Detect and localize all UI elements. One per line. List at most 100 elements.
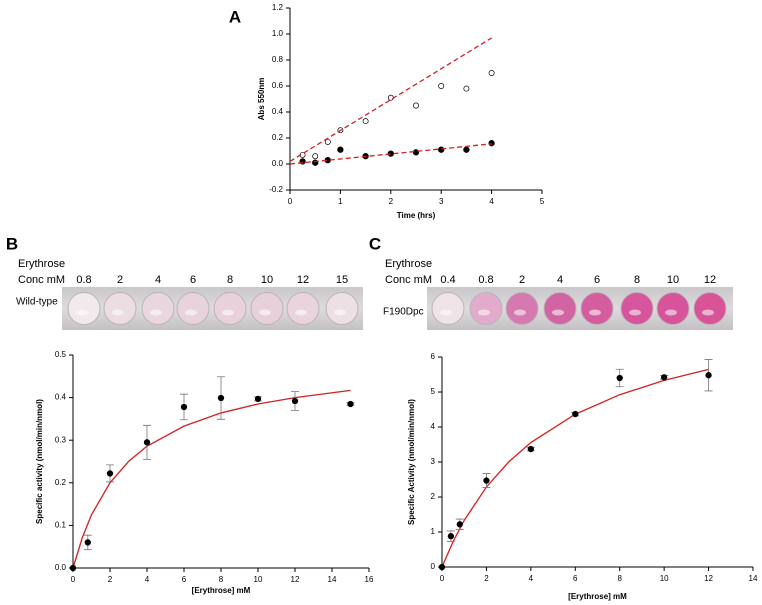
x-tick-label: 4 <box>145 575 150 584</box>
y-tick-label: 0.2 <box>272 133 284 142</box>
x-axis-label: [Erythrose] mM <box>192 586 251 595</box>
well <box>286 292 320 325</box>
x-tick-label: 16 <box>365 575 374 584</box>
strip-subtitle: Conc mM <box>385 274 432 286</box>
x-tick-label: 2 <box>484 574 489 583</box>
panel-label: B <box>6 234 18 253</box>
conc-label: 8 <box>634 274 640 286</box>
strip-subtitle: Conc mM <box>18 274 65 286</box>
x-axis-label: [Erythrose] mM <box>568 592 627 601</box>
well-highlight <box>478 309 490 316</box>
x-tick-label: 3 <box>439 197 444 206</box>
y-tick-label: 6 <box>431 352 436 361</box>
y-tick-label: 0.8 <box>272 55 284 64</box>
data-point <box>362 118 369 125</box>
well <box>505 292 539 325</box>
well <box>543 292 577 325</box>
data-point <box>488 140 495 147</box>
y-tick-label: 0.1 <box>55 521 67 530</box>
panel-label: C <box>369 234 381 253</box>
x-tick-label: 2 <box>389 197 394 206</box>
y-axis-label: Specific activity (nmol/min/nmol) <box>35 399 44 524</box>
conc-label: 8 <box>227 274 233 286</box>
y-tick-label: 0 <box>431 562 436 571</box>
well <box>67 292 101 325</box>
well <box>213 292 247 325</box>
well-highlight <box>259 309 271 316</box>
fit-line <box>441 368 709 568</box>
data-point <box>337 146 344 153</box>
well-highlight <box>112 309 124 316</box>
x-tick-label: 12 <box>291 575 300 584</box>
fit-line <box>289 143 492 165</box>
well-highlight <box>440 309 452 316</box>
data-point <box>413 102 419 109</box>
conc-label: 0.8 <box>478 274 493 286</box>
well <box>656 292 690 325</box>
data-point <box>347 400 354 408</box>
x-tick-label: 14 <box>328 575 337 584</box>
y-tick-label: 0.2 <box>55 478 67 487</box>
data-point <box>69 564 77 572</box>
x-tick-label: 10 <box>254 575 263 584</box>
x-tick-label: 14 <box>749 574 758 583</box>
data-point <box>660 374 668 381</box>
y-tick-label: 3 <box>431 457 436 466</box>
well <box>469 292 503 325</box>
conc-label: 10 <box>261 274 273 286</box>
well-highlight <box>702 309 714 316</box>
y-tick-label: 2 <box>431 492 436 501</box>
y-tick-label: 0.4 <box>55 393 67 402</box>
conc-label: 12 <box>704 274 716 286</box>
well-highlight <box>514 309 526 316</box>
x-tick-label: 6 <box>573 574 578 583</box>
x-tick-label: 2 <box>108 575 113 584</box>
conc-label: 6 <box>190 274 196 286</box>
data-point <box>312 153 319 160</box>
y-tick-label: -0.2 <box>269 185 283 194</box>
x-tick-label: 4 <box>529 574 534 583</box>
data-point <box>412 149 420 156</box>
y-tick-label: 0.3 <box>55 435 67 444</box>
well <box>103 292 137 325</box>
data-point <box>456 521 463 528</box>
y-tick-label: 0.6 <box>272 81 284 90</box>
well <box>141 292 175 325</box>
well-highlight <box>665 309 677 316</box>
x-tick-label: 0 <box>71 575 76 584</box>
conc-label: 4 <box>557 274 563 286</box>
data-point <box>463 85 470 92</box>
data-point <box>217 394 225 402</box>
data-point <box>180 403 188 411</box>
data-point <box>616 374 623 382</box>
x-tick-label: 1 <box>338 197 343 206</box>
sample-label: F190Dpc <box>383 307 424 318</box>
conc-label: 0.4 <box>440 274 455 286</box>
conc-label: 12 <box>297 274 309 286</box>
well-highlight <box>589 309 601 316</box>
data-point <box>488 70 495 76</box>
y-tick-label: 0.5 <box>55 350 67 359</box>
y-tick-label: 0.4 <box>272 107 284 116</box>
x-tick-label: 10 <box>660 574 669 583</box>
data-point <box>143 439 151 446</box>
sample-label: Wild-type <box>16 297 58 308</box>
well-highlight <box>334 309 346 316</box>
data-point <box>705 372 712 379</box>
conc-label: 10 <box>667 274 679 286</box>
data-point <box>324 138 331 145</box>
well <box>431 292 465 325</box>
y-tick-label: 1 <box>431 527 436 536</box>
data-point <box>447 533 455 540</box>
data-point <box>291 397 299 405</box>
well <box>325 292 359 325</box>
strip-title: Erythrose <box>385 258 432 270</box>
data-point <box>572 410 579 418</box>
well-highlight <box>295 309 307 316</box>
x-tick-label: 5 <box>540 197 545 206</box>
well-highlight <box>76 309 88 316</box>
data-point <box>438 83 445 89</box>
y-tick-label: 1.2 <box>272 3 284 12</box>
y-tick-label: 0.0 <box>272 159 284 168</box>
